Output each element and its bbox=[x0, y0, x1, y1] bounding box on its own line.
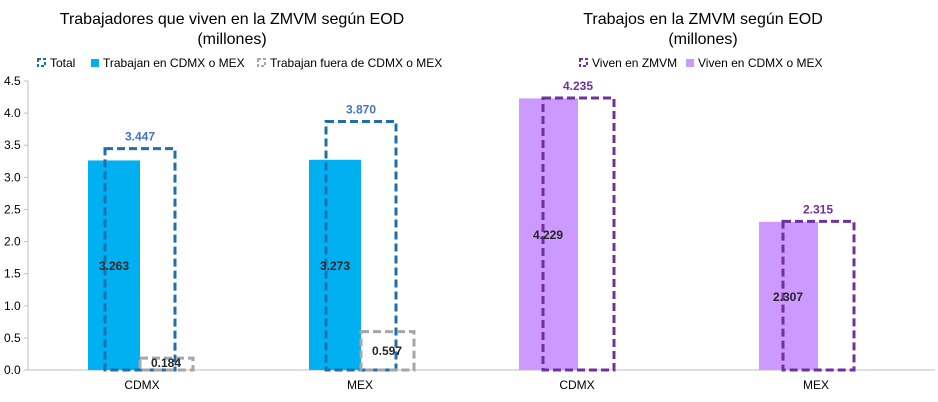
data-label-trabajan-en: 3.273 bbox=[320, 259, 350, 273]
bar-trabajan-en-mex bbox=[309, 159, 361, 370]
right-chart-title: Trabajos en la ZMVM según EOD bbox=[583, 11, 823, 28]
bar-trabajan-en-cdmx bbox=[88, 160, 140, 370]
data-label-viven-zmvm: 4.235 bbox=[563, 79, 593, 93]
bar-viven-cdmx-mex-cdmx bbox=[519, 98, 578, 370]
bar-total-cdmx bbox=[103, 147, 177, 372]
trabajan-en-legend-label: Trabajan en CDMX o MEX bbox=[103, 56, 245, 70]
data-label-viven-zmvm: 2.315 bbox=[803, 202, 833, 216]
y-tick-label: 2.5 bbox=[4, 202, 21, 216]
bar-viven-cdmx-mex-mex bbox=[759, 221, 818, 370]
x-tick-label: MEX bbox=[347, 378, 373, 392]
x-tick-label: MEX bbox=[803, 378, 829, 392]
x-tick-label: CDMX bbox=[559, 378, 594, 392]
right-chart-subtitle: (millones) bbox=[668, 31, 737, 48]
y-tick-label: 1.5 bbox=[4, 267, 21, 281]
trabajan-en-legend-marker bbox=[91, 59, 99, 67]
y-tick-label: 4.5 bbox=[4, 74, 21, 88]
bar-trabajan-fuera-cdmx bbox=[138, 356, 195, 372]
y-tick-label: 3.5 bbox=[4, 138, 21, 152]
data-label-trabajan-fuera: 0.184 bbox=[151, 356, 181, 370]
bar-viven-zmvm-cdmx bbox=[541, 96, 616, 372]
y-tick-label: 4.0 bbox=[4, 106, 21, 120]
bar-trabajan-fuera-mex bbox=[359, 330, 416, 372]
trabajan-fuera-legend-label: Trabajan fuera de CDMX o MEX bbox=[270, 56, 442, 70]
viven-cdmx-mex-legend-label: Viven en CDMX o MEX bbox=[698, 56, 823, 70]
y-tick-label: 1.0 bbox=[4, 299, 21, 313]
data-label-total: 3.870 bbox=[346, 102, 376, 116]
viven-zmvm-legend-marker bbox=[579, 58, 588, 67]
trabajan-fuera-legend-marker bbox=[257, 58, 266, 67]
y-tick-label: 0.5 bbox=[4, 331, 21, 345]
data-label-viven-cdmx-mex: 2.307 bbox=[773, 290, 803, 304]
y-tick-label: 0.0 bbox=[4, 363, 21, 377]
viven-zmvm-legend-label: Viven en ZMVM bbox=[592, 56, 677, 70]
viven-cdmx-mex-legend-marker bbox=[686, 59, 694, 67]
total-legend-label: Total bbox=[50, 56, 75, 70]
left-chart-title: Trabajadores que viven en la ZMVM según … bbox=[60, 11, 404, 28]
data-label-trabajan-fuera: 0.597 bbox=[372, 344, 402, 358]
y-tick-label: 3.0 bbox=[4, 170, 21, 184]
x-tick-label: CDMX bbox=[124, 378, 159, 392]
left-chart-subtitle: (millones) bbox=[197, 31, 266, 48]
total-legend-marker bbox=[37, 58, 46, 67]
bar-viven-zmvm-mex bbox=[781, 219, 856, 372]
data-label-total: 3.447 bbox=[125, 130, 155, 144]
data-label-viven-cdmx-mex: 4.229 bbox=[533, 228, 563, 242]
data-label-trabajan-en: 3.263 bbox=[99, 259, 129, 273]
y-tick-label: 2.0 bbox=[4, 235, 21, 249]
